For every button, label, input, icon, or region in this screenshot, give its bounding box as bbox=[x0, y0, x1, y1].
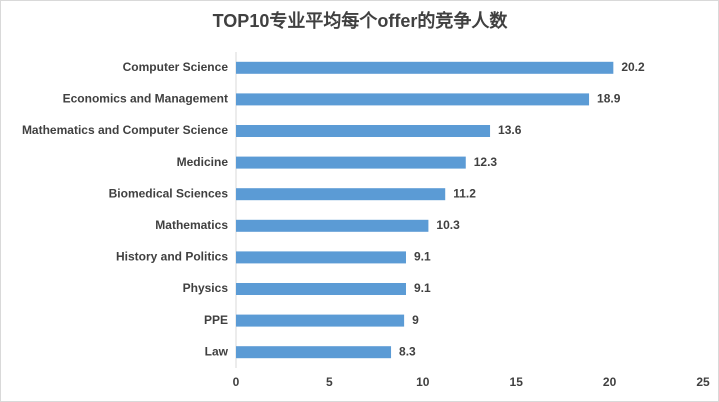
x-tick-label: 5 bbox=[326, 375, 333, 389]
bar bbox=[236, 93, 590, 106]
value-label: 18.9 bbox=[597, 92, 621, 106]
y-tick-label: Economics and Management bbox=[63, 92, 228, 106]
value-label: 11.2 bbox=[453, 186, 476, 200]
x-tick-label: 0 bbox=[233, 375, 240, 389]
bar bbox=[236, 125, 491, 137]
y-tick-label: Physics bbox=[183, 281, 229, 295]
bar bbox=[236, 188, 446, 201]
bar bbox=[236, 61, 614, 74]
y-tick-label: Biomedical Sciences bbox=[109, 186, 229, 200]
y-tick-label: Mathematics bbox=[155, 218, 228, 232]
value-label: 9 bbox=[412, 313, 419, 327]
bar bbox=[236, 251, 406, 264]
x-tick-label: 10 bbox=[416, 375, 430, 389]
y-tick-label: Medicine bbox=[177, 155, 229, 169]
x-tick-label: 20 bbox=[603, 375, 617, 389]
bar bbox=[236, 283, 406, 295]
y-tick-label: Mathematics and Computer Science bbox=[22, 123, 228, 137]
value-label: 10.3 bbox=[436, 218, 460, 232]
value-label: 12.3 bbox=[474, 155, 498, 169]
y-tick-label: History and Politics bbox=[116, 250, 228, 264]
bar bbox=[236, 156, 466, 169]
y-tick-label: Computer Science bbox=[123, 60, 229, 74]
y-tick-label: Law bbox=[205, 344, 229, 358]
value-label: 9.1 bbox=[414, 281, 431, 295]
bar bbox=[236, 346, 392, 359]
value-label: 8.3 bbox=[399, 344, 416, 358]
x-tick-label: 25 bbox=[696, 375, 710, 389]
x-tick-label: 15 bbox=[510, 375, 524, 389]
value-label: 9.1 bbox=[414, 250, 431, 264]
value-label: 20.2 bbox=[621, 60, 645, 74]
chart-title: TOP10专业平均每个offer的竞争人数 bbox=[213, 10, 509, 31]
bar bbox=[236, 219, 429, 232]
bar bbox=[236, 314, 405, 327]
value-label: 13.6 bbox=[498, 123, 522, 137]
y-tick-label: PPE bbox=[204, 313, 228, 327]
